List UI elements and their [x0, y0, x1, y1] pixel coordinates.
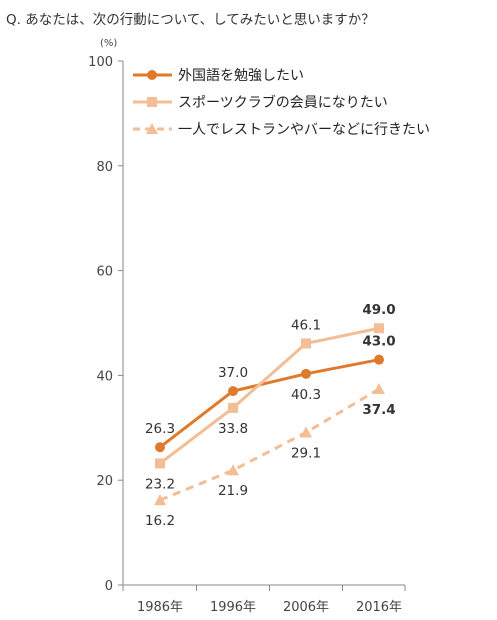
x-tick-labels: 1986年 1996年 2006年 2016年	[137, 600, 402, 615]
data-point-square	[147, 97, 157, 107]
data-label: 49.0	[362, 302, 395, 318]
y-tick-label: 60	[96, 265, 113, 280]
y-tick-label: 80	[96, 160, 113, 175]
legend-label: スポーツクラブの会員になりたい	[178, 94, 388, 111]
data-point-circle	[301, 368, 311, 379]
y-tick-label: 20	[96, 474, 113, 489]
data-point-triangle	[146, 123, 158, 134]
series-line-1	[159, 358, 380, 449]
data-label: 26.3	[145, 421, 175, 437]
data-label: 23.2	[145, 476, 175, 492]
data-label: 33.8	[218, 421, 248, 437]
data-point-triangle	[227, 464, 239, 476]
data-label: 40.3	[291, 387, 321, 403]
x-tick-label: 2006年	[283, 600, 329, 615]
x-tick-label: 1986年	[137, 600, 183, 615]
data-point-circle	[147, 70, 157, 80]
series-line-3	[159, 387, 380, 502]
axes	[118, 60, 406, 591]
series-lines	[159, 326, 380, 502]
x-tick-label: 2016年	[356, 600, 402, 615]
series-line-2	[159, 326, 380, 465]
legend-label: 外国語を勉強したい	[178, 68, 304, 84]
y-tick-label: 100	[88, 55, 113, 70]
series-markers	[154, 323, 385, 506]
data-point-square	[155, 458, 165, 469]
y-unit-label: (%)	[100, 38, 117, 49]
data-point-circle	[228, 386, 238, 397]
data-labels: 26.3 37.0 40.3 43.0 23.2 33.8 46.1 49.0 16.2 21.9…	[145, 302, 396, 529]
data-label: 16.2	[145, 513, 175, 529]
legend-label: 一人でレストランやバーなどに行きたい	[178, 122, 430, 138]
data-point-square	[374, 323, 384, 334]
y-tick-label: 40	[96, 369, 113, 384]
data-point-triangle	[300, 426, 312, 438]
x-tick-label: 1996年	[210, 600, 256, 615]
y-tick-labels: 0 20 40 60 80 100 (%)	[88, 38, 117, 594]
data-point-triangle	[154, 494, 166, 506]
legend: 外国語を勉強したいスポーツクラブの会員になりたい一人でレストランやバーなどに行き…	[133, 68, 430, 138]
data-label: 46.1	[291, 317, 321, 333]
y-tick-label: 0	[105, 579, 113, 594]
data-label: 21.9	[218, 483, 248, 499]
data-point-circle	[374, 354, 384, 365]
data-label: 43.0	[362, 334, 395, 350]
data-label: 29.1	[291, 446, 321, 462]
data-point-circle	[155, 442, 165, 453]
data-label: 37.4	[362, 402, 395, 418]
question-text: Q. あなたは、次の行動について、してみたいと思いますか？	[6, 12, 375, 28]
data-point-square	[228, 402, 238, 413]
data-point-triangle	[373, 383, 385, 395]
data-point-square	[301, 338, 311, 349]
data-label: 37.0	[218, 365, 248, 381]
